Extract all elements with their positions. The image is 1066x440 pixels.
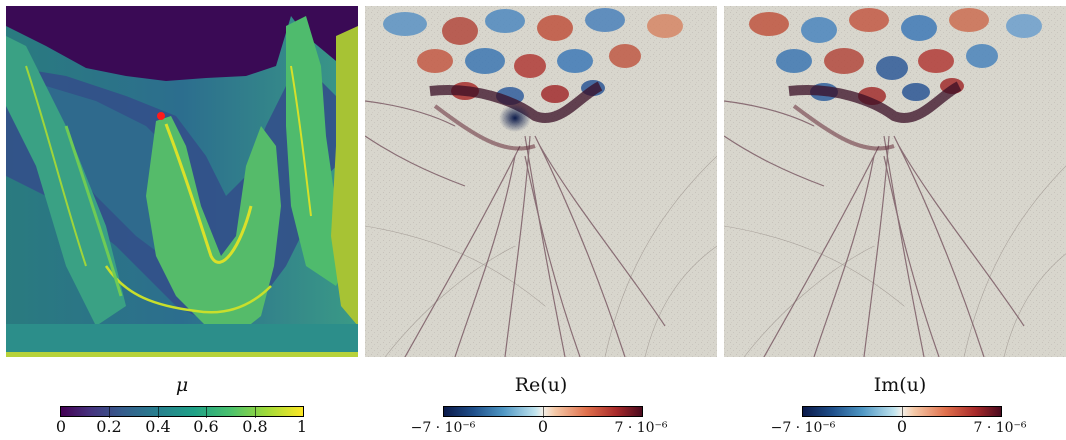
re-tick-label: −7 · 10⁻⁶ xyxy=(410,420,476,436)
im-colorbar xyxy=(802,406,1002,418)
re-caption: Re(u) xyxy=(514,374,568,396)
mu-tick-label: 0.2 xyxy=(96,417,122,436)
mu-tick-label: 0.8 xyxy=(242,417,268,436)
mu-caption: μ xyxy=(175,374,189,396)
re-colorbar xyxy=(443,406,643,418)
mu-field-image xyxy=(6,6,358,357)
mu-colorbar xyxy=(60,406,304,418)
mu-tick-label: 0 xyxy=(55,417,67,436)
mu-tick-label: 1 xyxy=(296,417,308,436)
re-tick-label: 7 · 10⁻⁶ xyxy=(614,420,668,436)
imaginary-part-field-image xyxy=(724,6,1066,357)
mu-tick-label: 0.4 xyxy=(145,417,171,436)
re-tick-label: 0 xyxy=(537,417,549,436)
im-tick-label: −7 · 10⁻⁶ xyxy=(770,420,836,436)
source-marker xyxy=(157,112,165,120)
mu-tick-label: 0.6 xyxy=(193,417,219,436)
im-tick-label: 0 xyxy=(896,417,908,436)
real-part-field-image xyxy=(365,6,717,357)
im-caption: Im(u) xyxy=(873,374,927,396)
im-tick-label: 7 · 10⁻⁶ xyxy=(973,420,1027,436)
